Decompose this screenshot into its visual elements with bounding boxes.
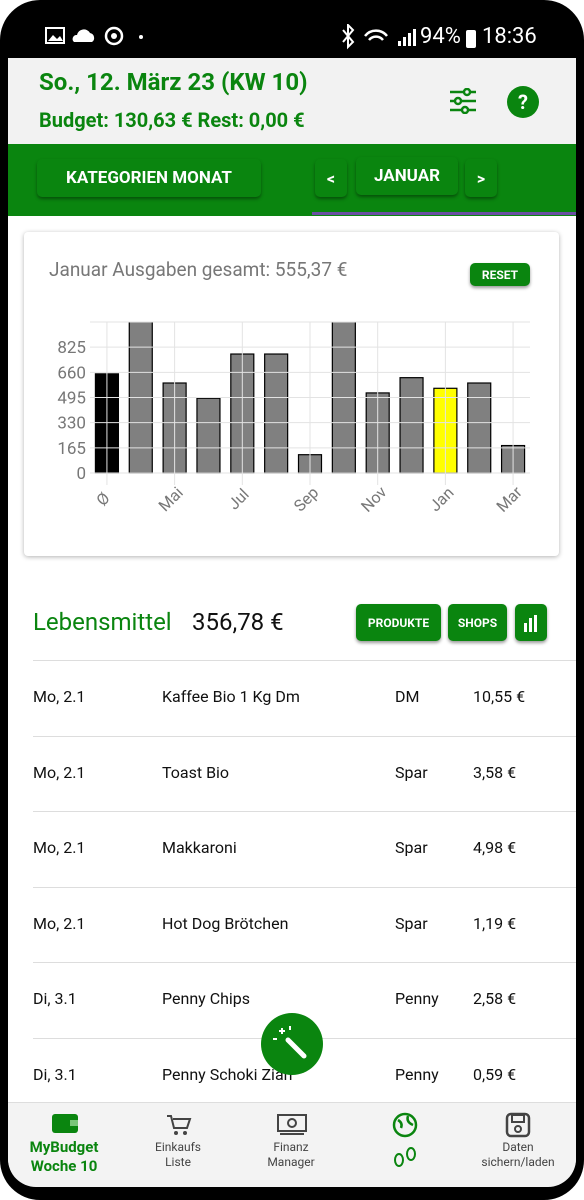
battery-icon bbox=[466, 30, 476, 48]
x-tick-label: Nov bbox=[357, 482, 391, 516]
x-tick-label: Mar bbox=[493, 482, 527, 516]
prev-button[interactable]: < bbox=[315, 159, 347, 197]
svg-text:?: ? bbox=[518, 90, 528, 114]
x-tick-label: Mai bbox=[155, 483, 187, 515]
status-signal bbox=[342, 24, 416, 50]
section-title: Lebensmittel bbox=[33, 608, 172, 636]
nav-item[interactable]: MyBudget Woche 10 bbox=[8, 1138, 120, 1176]
chart-button[interactable] bbox=[515, 604, 547, 641]
y-tick-label: 330 bbox=[57, 414, 86, 434]
x-tick-label: Ø bbox=[92, 488, 113, 509]
row-separator bbox=[33, 660, 576, 661]
bar bbox=[196, 397, 221, 474]
x-tick-label: Sep bbox=[290, 483, 323, 516]
row-shop[interactable]: Spar bbox=[395, 838, 428, 857]
reset-button[interactable]: RESET bbox=[470, 263, 530, 286]
row-separator bbox=[33, 811, 576, 812]
row-price[interactable]: 3,58 € bbox=[473, 762, 517, 782]
header bbox=[8, 58, 576, 144]
chart-title: Januar Ausgaben gesamt: 555,37 € bbox=[49, 258, 347, 281]
globe-steps-icon[interactable] bbox=[390, 1112, 420, 1176]
row-shop[interactable]: DM bbox=[395, 687, 420, 706]
date: So., 12. März 23 (KW 10) bbox=[39, 68, 308, 96]
budget: Budget: 130,63 € Rest: 0,00 € bbox=[39, 108, 305, 132]
nav-item[interactable]: Finanz Manager bbox=[235, 1140, 347, 1170]
battery-text: 94% bbox=[420, 24, 461, 49]
nav-label: Woche 10 bbox=[30, 1157, 98, 1175]
bar bbox=[331, 322, 356, 474]
cart-icon[interactable] bbox=[166, 1114, 192, 1138]
row-item[interactable]: Penny Schoki Zian bbox=[162, 1064, 293, 1084]
nav-item[interactable]: Einkaufs Liste bbox=[122, 1140, 234, 1170]
row-price[interactable]: 2,58 € bbox=[473, 989, 517, 1008]
y-tick-label: 660 bbox=[57, 363, 86, 383]
row-item[interactable]: Hot Dog Brötchen bbox=[162, 913, 289, 933]
row-price[interactable]: 4,98 € bbox=[473, 838, 517, 857]
x-tick-label: Jul bbox=[224, 485, 253, 514]
row-item[interactable]: Kaffee Bio 1 Kg Dm bbox=[162, 687, 300, 706]
nav-label: Manager bbox=[267, 1155, 315, 1169]
bar bbox=[128, 322, 153, 474]
nav-label: MyBudget bbox=[29, 1138, 99, 1156]
y-tick-label: 0 bbox=[76, 464, 86, 484]
row-shop[interactable]: Penny bbox=[395, 989, 439, 1008]
row-item[interactable]: Makkaroni bbox=[162, 838, 237, 857]
row-separator bbox=[33, 886, 576, 888]
row-item[interactable]: Penny Chips bbox=[162, 989, 251, 1008]
month-button[interactable]: JANUAR bbox=[356, 157, 458, 195]
row-price[interactable]: 1,19 € bbox=[473, 913, 517, 933]
y-tick-label: 165 bbox=[57, 439, 86, 459]
status-icons bbox=[45, 26, 143, 46]
shops-button[interactable]: SHOPS bbox=[448, 604, 507, 641]
nav-label: Einkaufs bbox=[155, 1140, 201, 1154]
row-date[interactable]: Di, 3.1 bbox=[33, 989, 77, 1008]
nav-label: Daten bbox=[502, 1140, 534, 1154]
row-date[interactable]: Mo, 2.1 bbox=[33, 838, 86, 857]
money-icon[interactable] bbox=[277, 1114, 307, 1136]
row-shop[interactable]: Spar bbox=[395, 913, 428, 933]
section-total: 356,78 € bbox=[192, 608, 284, 636]
settings-icon[interactable] bbox=[448, 88, 478, 114]
bottom-nav bbox=[8, 1102, 576, 1187]
bar bbox=[399, 377, 424, 474]
tab-indicator bbox=[312, 212, 576, 215]
y-tick-label: 825 bbox=[57, 338, 86, 358]
nav-item[interactable]: Daten sichern/laden bbox=[462, 1140, 574, 1170]
save-icon[interactable] bbox=[505, 1112, 531, 1138]
nav-label: sichern/laden bbox=[481, 1155, 555, 1169]
next-button[interactable]: > bbox=[465, 159, 497, 197]
nav-label: Liste bbox=[165, 1155, 191, 1169]
category-button[interactable]: KATEGORIEN MONAT bbox=[37, 159, 261, 197]
row-shop[interactable]: Penny bbox=[395, 1064, 439, 1084]
row-date[interactable]: Mo, 2.1 bbox=[33, 913, 86, 933]
clock: 18:36 bbox=[482, 24, 537, 49]
help-icon[interactable]: ? bbox=[507, 86, 539, 118]
row-shop[interactable]: Spar bbox=[395, 762, 428, 782]
row-separator bbox=[33, 962, 576, 963]
row-item[interactable]: Toast Bio bbox=[162, 762, 230, 782]
row-date[interactable]: Di, 3.1 bbox=[33, 1064, 77, 1084]
row-date[interactable]: Mo, 2.1 bbox=[33, 762, 86, 782]
row-price[interactable]: 0,59 € bbox=[473, 1064, 517, 1084]
nav-label: Finanz bbox=[273, 1140, 309, 1154]
y-tick-label: 495 bbox=[57, 389, 86, 409]
x-tick-label: Jan bbox=[425, 483, 457, 515]
row-date[interactable]: Mo, 2.1 bbox=[33, 687, 86, 706]
wallet-icon[interactable] bbox=[52, 1112, 78, 1134]
row-price[interactable]: 10,55 € bbox=[473, 687, 526, 706]
row-separator bbox=[33, 735, 576, 737]
bar bbox=[467, 382, 492, 474]
fab[interactable] bbox=[260, 1012, 324, 1076]
chart: Januar Ausgaben gesamt: 555,37 € 0 165 330… bbox=[49, 258, 530, 516]
bars-icon bbox=[524, 614, 537, 632]
products-button[interactable]: PRODUKTE bbox=[356, 604, 441, 641]
